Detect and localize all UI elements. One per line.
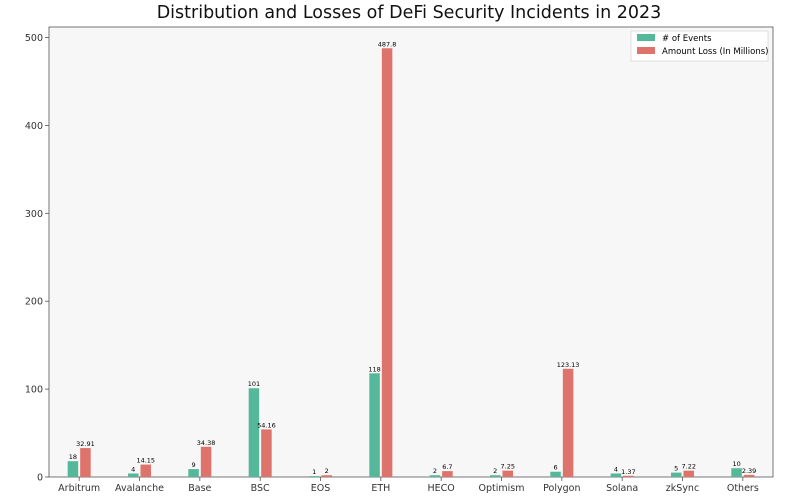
y-tick-label: 0 — [37, 473, 43, 484]
data-label-events: 10 — [732, 460, 740, 468]
x-tick-label: Others — [727, 483, 759, 494]
bar-events — [731, 468, 742, 477]
data-label-events: 5 — [674, 465, 678, 473]
data-label-events: 6 — [554, 464, 558, 472]
legend-label-events: # of Events — [662, 34, 712, 44]
data-label-amount-loss: 14.15 — [136, 457, 155, 465]
data-label-amount-loss: 1.37 — [621, 468, 635, 476]
bar-events — [188, 469, 199, 477]
bar-events — [128, 473, 139, 477]
bar-amount-loss — [140, 464, 151, 477]
data-label-amount-loss: 123.13 — [557, 361, 580, 369]
bar-amount-loss — [502, 470, 513, 477]
bar-events — [610, 473, 622, 477]
bar-amount-loss — [623, 475, 634, 477]
bar-events — [550, 471, 561, 477]
data-label-amount-loss: 7.22 — [682, 463, 696, 471]
data-label-amount-loss: 487.8 — [378, 40, 397, 48]
bar-amount-loss — [80, 448, 91, 477]
data-label-amount-loss: 2 — [325, 467, 329, 475]
data-label-events: 2 — [493, 467, 497, 475]
data-label-amount-loss: 34.38 — [197, 439, 216, 447]
plot-area — [48, 26, 774, 478]
bar-events — [429, 475, 441, 477]
x-axis: Arbitrum Avalanche Base BSC EOS ETH HECO Optimi… — [58, 477, 759, 494]
bar-events — [67, 461, 79, 477]
data-label-events: 2 — [433, 467, 437, 475]
y-tick-label: 200 — [25, 297, 43, 308]
x-tick-label: Optimism — [479, 483, 525, 494]
y-tick-label: 300 — [25, 209, 43, 220]
data-label-events: 1 — [312, 468, 316, 476]
x-tick-label: Avalanche — [115, 483, 164, 494]
data-label-amount-loss: 7.25 — [501, 463, 515, 471]
y-tick-label: 500 — [25, 33, 43, 44]
x-tick-label: Polygon — [543, 483, 580, 494]
legend: # of Events Amount Loss (In Millions) — [630, 30, 769, 62]
x-tick-label: BSC — [251, 483, 270, 494]
y-axis: 0 100 200 300 400 500 — [25, 33, 49, 484]
bar-amount-loss — [683, 470, 694, 477]
x-tick-label: ETH — [371, 483, 390, 494]
chart-title: Distribution and Losses of DeFi Security… — [157, 3, 662, 23]
data-label-events: 4 — [614, 465, 618, 473]
x-tick-label: Solana — [606, 483, 638, 494]
bar-amount-loss — [200, 446, 212, 477]
x-tick-label: Base — [188, 483, 211, 494]
data-label-amount-loss: 2.39 — [742, 467, 756, 475]
bar-amount-loss — [321, 475, 332, 477]
data-label-amount-loss: 54.16 — [257, 421, 276, 429]
data-label-events: 4 — [131, 465, 135, 473]
legend-label-amount-loss: Amount Loss (In Millions) — [662, 47, 768, 57]
bar-events — [490, 475, 501, 477]
data-label-amount-loss: 6.7 — [442, 463, 452, 471]
data-label-events: 118 — [368, 365, 380, 373]
x-tick-label: Arbitrum — [58, 483, 100, 494]
bar-events — [369, 373, 380, 477]
bar-amount-loss — [562, 368, 574, 477]
y-tick-label: 400 — [25, 121, 43, 132]
y-tick-label: 100 — [25, 385, 43, 396]
data-label-events: 9 — [192, 461, 196, 469]
bar-events — [671, 472, 682, 477]
bar-events — [248, 388, 260, 477]
legend-box — [630, 30, 769, 62]
x-tick-label: EOS — [311, 483, 331, 494]
data-label-amount-loss: 32.91 — [76, 440, 95, 448]
legend-swatch-events — [637, 34, 655, 41]
bar-amount-loss — [381, 48, 393, 477]
x-tick-label: HECO — [428, 483, 455, 494]
bar-amount-loss — [442, 471, 453, 477]
data-label-events: 101 — [248, 380, 260, 388]
data-label-events: 18 — [69, 453, 77, 461]
bar-amount-loss — [743, 474, 755, 477]
bar-events — [309, 476, 320, 477]
legend-swatch-amount-loss — [637, 47, 655, 54]
x-tick-label: zkSync — [666, 483, 699, 494]
bar-amount-loss — [261, 429, 272, 477]
